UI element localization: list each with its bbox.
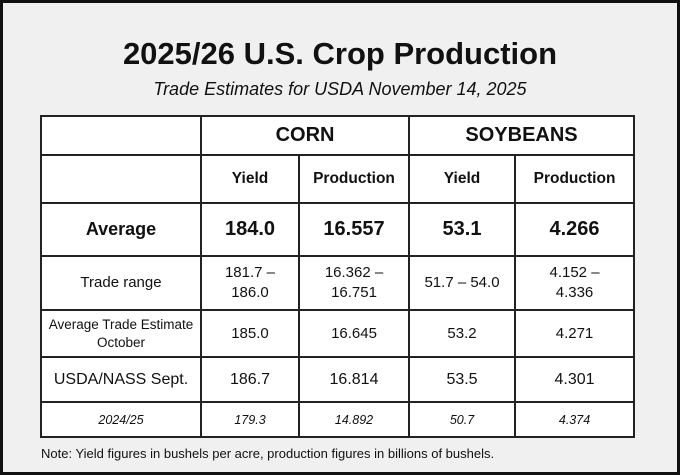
soybeans-group-header: SOYBEANS <box>408 115 636 156</box>
soy-production-header: Production <box>514 154 636 204</box>
cell-october-corn-production: 16.645 <box>297 309 411 358</box>
cell-sept-corn-yield: 186.7 <box>200 356 300 403</box>
cell-sept-soy-production: 4.301 <box>514 356 636 403</box>
corn-group-header: CORN <box>199 115 411 156</box>
table-row-october-estimate: Average Trade Estimate October 185.0 16.… <box>40 309 636 358</box>
table-row-subheaders: Yield Production Yield Production <box>40 154 636 204</box>
cell-average-soy-yield: 53.1 <box>408 202 517 257</box>
page-subtitle: Trade Estimates for USDA November 14, 20… <box>153 79 527 99</box>
row-label-trade-range: Trade range <box>40 255 202 311</box>
cell-range-soy-production: 4.152 – 4.336 <box>514 255 636 311</box>
cell-october-soy-yield: 53.2 <box>408 309 517 358</box>
footnote: Note: Yield figures in bushels per acre,… <box>41 446 495 461</box>
cell-average-soy-production: 4.266 <box>514 202 636 257</box>
table-row-group-headers: CORN SOYBEANS <box>40 115 636 156</box>
page-title: 2025/26 U.S. Crop Production <box>122 36 558 71</box>
corn-yield-header: Yield <box>200 154 300 204</box>
cell-range-soy-yield: 51.7 – 54.0 <box>408 255 517 311</box>
empty-corner-cell <box>40 115 202 156</box>
cell-prev-corn-yield: 179.3 <box>200 401 300 438</box>
cell-sept-soy-yield: 53.5 <box>408 356 517 403</box>
cell-october-corn-yield: 185.0 <box>200 309 300 358</box>
corn-production-header: Production <box>297 154 411 204</box>
cell-sept-corn-production: 16.814 <box>297 356 411 403</box>
cell-prev-corn-production: 14.892 <box>297 401 411 438</box>
soy-yield-header: Yield <box>408 154 517 204</box>
cell-range-corn-yield: 181.7 – 186.0 <box>200 255 300 311</box>
table-row-usda-nass-sept: USDA/NASS Sept. 186.7 16.814 53.5 4.301 <box>40 356 636 403</box>
table-row-trade-range: Trade range 181.7 – 186.0 16.362 – 16.75… <box>40 255 636 311</box>
table-row-average: Average 184.0 16.557 53.1 4.266 <box>40 202 636 257</box>
cell-average-corn-yield: 184.0 <box>200 202 300 257</box>
row-label-usda-nass-sept: USDA/NASS Sept. <box>40 356 202 403</box>
crop-production-table: CORN SOYBEANS Yield Production Yield Pro… <box>40 115 636 438</box>
empty-corner-cell <box>40 154 202 204</box>
cell-october-soy-production: 4.271 <box>514 309 636 358</box>
row-label-average: Average <box>40 202 202 257</box>
cell-prev-soy-yield: 50.7 <box>408 401 517 438</box>
cell-prev-soy-production: 4.374 <box>514 401 636 438</box>
table-row-2024-25: 2024/25 179.3 14.892 50.7 4.374 <box>40 401 636 438</box>
row-label-2024-25: 2024/25 <box>40 401 202 438</box>
cell-average-corn-production: 16.557 <box>297 202 411 257</box>
cell-range-corn-production: 16.362 – 16.751 <box>297 255 411 311</box>
row-label-october-estimate: Average Trade Estimate October <box>40 309 202 358</box>
